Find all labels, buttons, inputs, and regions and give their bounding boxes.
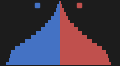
Bar: [25, 39, 60, 43]
Bar: [60, 12, 66, 16]
Bar: [60, 27, 78, 31]
Bar: [60, 39, 92, 43]
Bar: [54, 12, 60, 16]
Bar: [60, 46, 102, 50]
Bar: [31, 35, 60, 39]
Bar: [36, 31, 60, 35]
Bar: [48, 20, 60, 23]
Bar: [60, 58, 109, 62]
Bar: [60, 54, 108, 58]
Bar: [60, 50, 106, 54]
Bar: [60, 35, 87, 39]
Bar: [11, 50, 60, 54]
Bar: [41, 27, 60, 31]
Bar: [60, 43, 97, 46]
Bar: [45, 23, 60, 27]
Bar: [60, 4, 62, 8]
Bar: [60, 31, 82, 35]
Bar: [60, 1, 61, 4]
Bar: [9, 58, 60, 62]
Bar: [59, 1, 60, 4]
Bar: [6, 62, 60, 65]
Bar: [60, 62, 111, 65]
Bar: [10, 54, 60, 58]
Bar: [60, 8, 64, 12]
Bar: [56, 8, 60, 12]
Bar: [51, 16, 60, 20]
Bar: [60, 23, 74, 27]
Bar: [60, 16, 68, 20]
Bar: [20, 43, 60, 46]
Bar: [57, 4, 60, 8]
Bar: [15, 46, 60, 50]
Bar: [60, 20, 70, 23]
